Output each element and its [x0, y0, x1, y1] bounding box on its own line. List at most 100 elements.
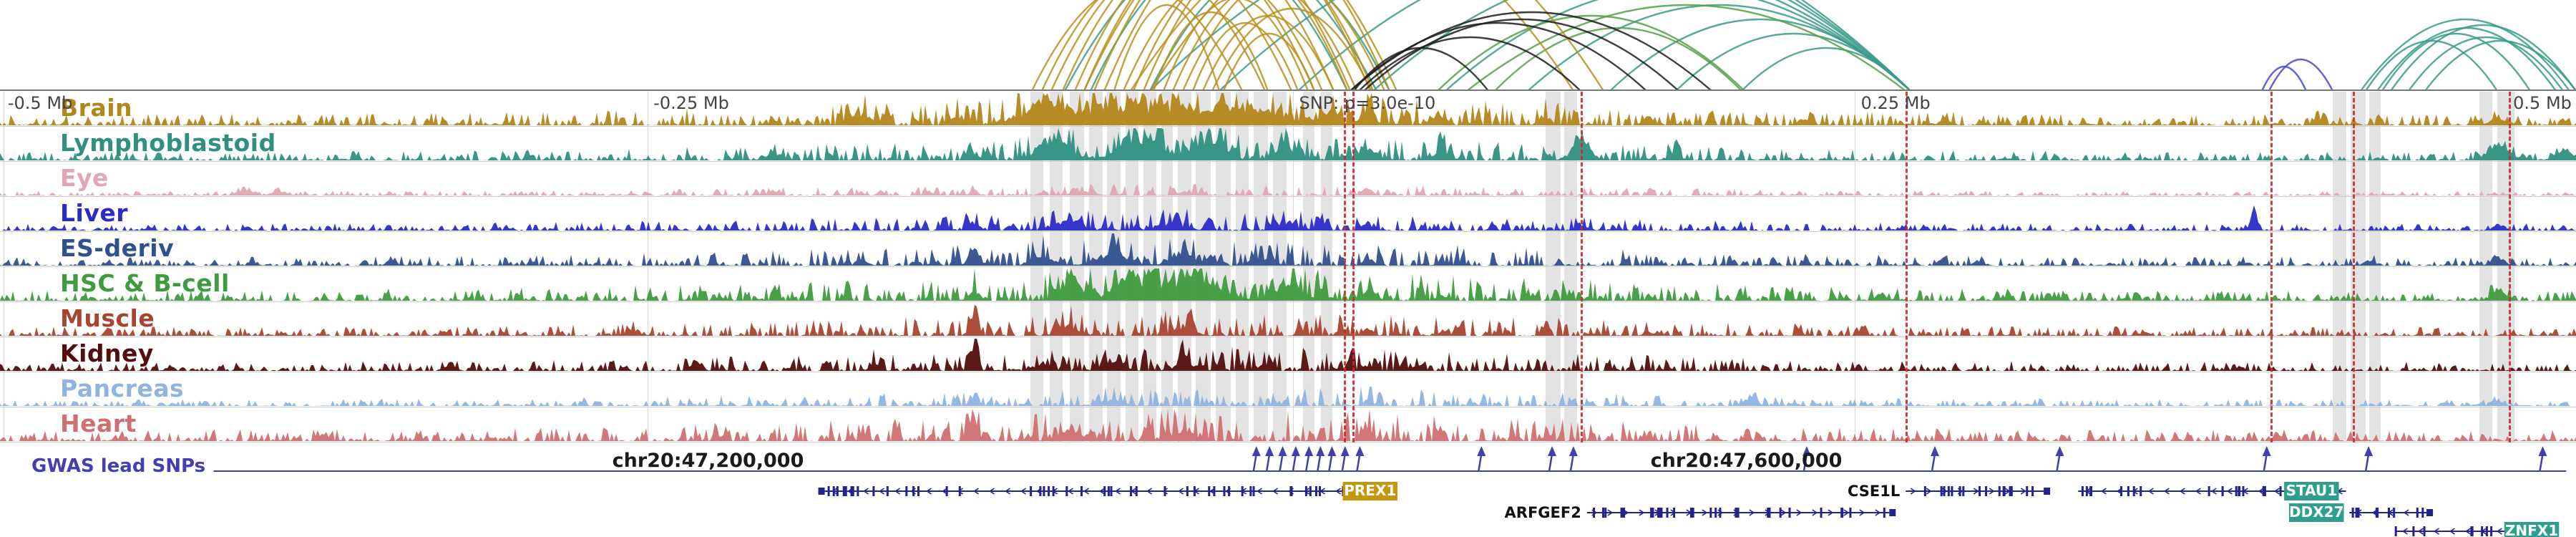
interaction-arc-green[interactable]	[1466, 4, 1906, 91]
interaction-arc-teal[interactable]	[2381, 32, 2532, 91]
interaction-arc-gold[interactable]	[1142, 0, 1375, 91]
track-row-kidney[interactable]: Kidney	[0, 337, 2576, 372]
gene-CSE1L[interactable]: CSE1L	[1848, 483, 2051, 500]
track-row-brain[interactable]: Brain	[0, 92, 2576, 127]
gene-label-box-prex1[interactable]	[1342, 482, 1398, 500]
interaction-arc-gold[interactable]	[1113, 4, 1221, 91]
track-row-lymphoblastoid[interactable]: Lymphoblastoid	[0, 127, 2576, 162]
gwas-track-label[interactable]: GWAS lead SNPs	[31, 455, 206, 477]
interaction-arc-gold[interactable]	[1073, 0, 1335, 91]
interaction-arc-black[interactable]	[1350, 11, 1712, 91]
gwas-snp-arrow[interactable]	[1340, 446, 1350, 472]
gwas-snp-arrow[interactable]	[1568, 446, 1578, 472]
interaction-arc-teal[interactable]	[1445, 0, 1911, 91]
interaction-arc-teal[interactable]	[2424, 39, 2576, 91]
interaction-arc-gold[interactable]	[1129, 0, 1575, 91]
interaction-arc-gold[interactable]	[1103, 0, 1391, 91]
interaction-arc-gold[interactable]	[1030, 0, 1244, 91]
track-row-heart[interactable]: Heart	[0, 407, 2576, 442]
interaction-arc-gold[interactable]	[1211, 8, 1373, 91]
interaction-arc-gold[interactable]	[1132, 0, 1349, 91]
interaction-arc-gold[interactable]	[1152, 11, 1269, 91]
gene-label-arfgef2[interactable]: ARFGEF2	[1505, 504, 1581, 521]
interaction-arc-gold[interactable]	[1083, 0, 1398, 91]
track-label-kidney[interactable]: Kidney	[60, 339, 154, 367]
gwas-snp-arrow[interactable]	[1931, 446, 1939, 472]
interaction-arc-blue[interactable]	[2268, 59, 2334, 91]
interaction-arc-gold[interactable]	[1050, 0, 1293, 91]
interaction-arc-teal[interactable]	[2376, 26, 2557, 91]
snp-dashed-line	[1352, 92, 1355, 442]
interaction-arc-green[interactable]	[1437, 14, 1745, 91]
gwas-snp-arrow[interactable]	[1355, 446, 1365, 472]
gene-ZNFX1[interactable]: ZNFX1	[2394, 522, 2560, 537]
gwas-snp-arrow[interactable]	[1477, 446, 1486, 472]
interaction-arc-teal[interactable]	[1148, 0, 1391, 91]
interaction-arc-teal[interactable]	[2390, 24, 2576, 91]
signal-tracks-panel: Brain Lymphoblastoid Eye Liver ES-deriv HSC &…	[0, 92, 2576, 442]
track-row-muscle[interactable]: Muscle	[0, 302, 2576, 337]
gwas-snp-arrow[interactable]	[2262, 446, 2271, 472]
interaction-arc-gold[interactable]	[1093, 0, 1372, 91]
track-label-lymphoblastoid[interactable]: Lymphoblastoid	[60, 129, 276, 157]
gwas-snp-arrow[interactable]	[1291, 446, 1300, 472]
highlight-band	[2479, 92, 2492, 442]
interaction-arc-gold[interactable]	[1222, 33, 1316, 91]
interaction-arc-black[interactable]	[1358, 36, 1581, 91]
gwas-snp-arrow[interactable]	[1316, 446, 1325, 472]
gwas-snp-arrow[interactable]	[2538, 446, 2547, 472]
interaction-arc-teal[interactable]	[2360, 19, 2570, 91]
gene-STAU1[interactable]: STAU1	[2078, 482, 2346, 500]
gene-label-cse1l[interactable]: CSE1L	[1848, 483, 1900, 500]
gwas-snp-arrow[interactable]	[1327, 446, 1337, 472]
interaction-arc-gold[interactable]	[1122, 0, 1324, 91]
track-label-heart[interactable]: Heart	[60, 410, 137, 437]
interaction-arc-teal[interactable]	[2408, 36, 2564, 91]
interaction-arc-gold[interactable]	[1148, 0, 1605, 91]
track-row-eye[interactable]: Eye	[0, 162, 2576, 197]
interaction-arc-black[interactable]	[1363, 18, 1679, 91]
gwas-snp-arrow[interactable]	[1252, 446, 1261, 472]
track-label-muscle[interactable]: Muscle	[60, 304, 155, 332]
track-row-liver[interactable]: Liver	[0, 197, 2576, 232]
gene-ARFGEF2[interactable]: ARFGEF2	[1505, 504, 1896, 521]
track-label-liver[interactable]: Liver	[60, 199, 129, 227]
snp-dashed-line	[1344, 92, 1347, 442]
track-label-hsc-b-cell[interactable]: HSC & B-cell	[60, 269, 230, 297]
gwas-snp-arrow[interactable]	[1265, 446, 1274, 472]
gwas-snp-arrow[interactable]	[2055, 446, 2064, 472]
gwas-snp-arrow[interactable]	[1802, 446, 1811, 472]
gene-PREX1[interactable]: PREX1	[818, 482, 1398, 500]
interaction-arc-green[interactable]	[1494, 26, 1742, 91]
interaction-arc-gold[interactable]	[1191, 21, 1299, 91]
gwas-snp-arrow[interactable]	[2364, 446, 2373, 472]
track-row-hsc-b-cell[interactable]: HSC & B-cell	[0, 267, 2576, 302]
track-label-es-deriv[interactable]: ES-deriv	[60, 234, 175, 262]
interaction-arc-gold[interactable]	[1162, 0, 1309, 91]
gene-label-box-znfx1[interactable]	[2504, 522, 2560, 537]
interaction-arc-gold[interactable]	[1061, 0, 1316, 91]
interaction-arc-gold[interactable]	[1181, 0, 1386, 91]
interaction-arc-teal[interactable]	[1372, 0, 1911, 91]
interaction-arc-teal[interactable]	[1063, 0, 1378, 91]
track-label-eye[interactable]: Eye	[60, 164, 109, 192]
track-row-pancreas[interactable]: Pancreas	[0, 372, 2576, 407]
interaction-arc-teal[interactable]	[1297, 0, 1911, 91]
gwas-snp-arrow[interactable]	[1278, 446, 1287, 472]
gwas-snp-arrow[interactable]	[1304, 446, 1314, 472]
interaction-arc-blue[interactable]	[2260, 66, 2308, 91]
gene-label-box-stau1[interactable]	[2284, 482, 2339, 500]
gwas-snp-arrow[interactable]	[1548, 446, 1557, 472]
gene-label-box-ddx27[interactable]	[2288, 503, 2344, 522]
interaction-arc-teal[interactable]	[2364, 40, 2499, 91]
interaction-arc-teal[interactable]	[1741, 47, 1911, 91]
interaction-arc-gold[interactable]	[1171, 0, 1358, 91]
track-row-es-deriv[interactable]: ES-deriv	[0, 232, 2576, 267]
interaction-arc-teal[interactable]	[1089, 0, 1349, 91]
gene-DDX27[interactable]: DDX27	[2288, 503, 2434, 522]
interaction-arc-gold[interactable]	[1040, 0, 1267, 91]
track-label-brain[interactable]: Brain	[60, 94, 133, 122]
interaction-arc-teal[interactable]	[1219, 0, 1911, 91]
track-label-pancreas[interactable]: Pancreas	[60, 374, 185, 402]
